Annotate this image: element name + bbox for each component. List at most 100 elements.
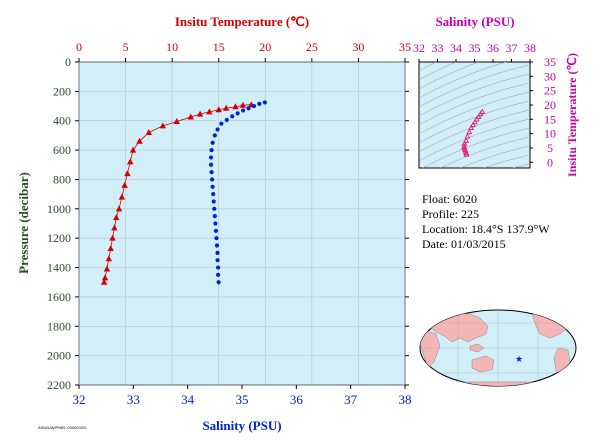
salinity-point bbox=[210, 177, 215, 182]
bottom-tick-label: 32 bbox=[73, 392, 86, 407]
inset-y-tick-label: 10 bbox=[544, 127, 556, 141]
main-grid bbox=[78, 61, 406, 386]
bottom-tick-label: 37 bbox=[344, 392, 358, 407]
inset-ts-point bbox=[479, 108, 486, 114]
temperature-point bbox=[136, 137, 143, 144]
inset-ts-point bbox=[468, 124, 475, 130]
density-contour bbox=[419, 62, 480, 90]
bottom-tick-label: 38 bbox=[399, 392, 412, 407]
salinity-point bbox=[209, 147, 214, 153]
inset-y-tick-label: 35 bbox=[544, 55, 556, 69]
y-tick-label: 0 bbox=[65, 55, 71, 69]
salinity-point bbox=[257, 101, 262, 106]
temperature-point bbox=[145, 128, 153, 135]
inset-ts-point bbox=[471, 118, 478, 125]
salinity-point bbox=[215, 250, 220, 255]
salinity-point bbox=[262, 100, 267, 105]
salinity-point bbox=[212, 206, 217, 211]
top-axis-label: Insitu Temperature (℃) bbox=[175, 14, 309, 29]
inset-x-tick-label: 33 bbox=[432, 41, 444, 55]
density-contour bbox=[422, 127, 530, 168]
temperature-point bbox=[173, 117, 180, 124]
inset-x-tick-label: 32 bbox=[413, 41, 425, 55]
salinity-point bbox=[212, 214, 217, 219]
salinity-point bbox=[210, 184, 215, 189]
y-axis-label: Pressure (decibar) bbox=[16, 172, 31, 274]
temperature-point bbox=[222, 104, 230, 111]
float-id: Float: 6020 bbox=[422, 192, 478, 206]
temperature-point bbox=[215, 106, 222, 113]
footer-small-text: ASM/UW/PMEL 0000002/0 bbox=[38, 425, 87, 430]
density-contour bbox=[419, 91, 530, 135]
density-contour bbox=[419, 82, 530, 126]
inset-x-tick-label: 36 bbox=[487, 41, 499, 55]
density-contour bbox=[440, 136, 530, 168]
density-contour bbox=[419, 118, 530, 162]
y-tick-label: 1200 bbox=[47, 231, 71, 245]
inset-density-contours bbox=[419, 62, 530, 168]
temperature-point bbox=[206, 108, 213, 115]
inset-y-tick-label: 20 bbox=[544, 98, 556, 112]
y-tick-label: 600 bbox=[53, 143, 71, 157]
temperature-point bbox=[121, 181, 128, 188]
salinity-point bbox=[215, 272, 221, 277]
temperature-point bbox=[103, 265, 111, 272]
y-tick-label: 1800 bbox=[47, 319, 71, 333]
density-contour bbox=[419, 100, 530, 144]
temperature-point bbox=[118, 193, 126, 200]
top-tick-label: 20 bbox=[259, 40, 271, 54]
bottom-tick-label: 35 bbox=[236, 392, 249, 407]
temperature-point bbox=[232, 103, 239, 110]
world-map: ★ bbox=[419, 309, 577, 387]
temperature-point bbox=[127, 158, 134, 165]
inset-x-tick-label: 35 bbox=[469, 41, 481, 55]
salinity-point bbox=[224, 117, 229, 123]
float-info-panel: Float: 6020 Profile: 225 Location: 18.4°… bbox=[422, 192, 550, 252]
inset-y-tick-label: 0 bbox=[547, 155, 553, 169]
top-tick-label: 30 bbox=[352, 40, 364, 54]
top-tick-label: 15 bbox=[213, 40, 225, 54]
temperature-point bbox=[101, 274, 109, 281]
y-tick-label: 800 bbox=[53, 172, 71, 186]
bottom-tick-label: 34 bbox=[181, 392, 195, 407]
float-location: Location: 18.4°S 137.9°W bbox=[422, 222, 550, 236]
inset-y-tick-label: 5 bbox=[547, 141, 553, 155]
main-profile-chart: 0200400600800100012001400160018002000220… bbox=[16, 14, 412, 433]
density-contour bbox=[483, 154, 530, 168]
inset-x-tick-label: 34 bbox=[450, 41, 462, 55]
inset-x-ticks: 32 33 34 35 36 37 38 bbox=[413, 41, 536, 62]
salinity-point bbox=[211, 199, 216, 204]
salinity-point bbox=[251, 103, 257, 109]
salinity-point bbox=[213, 228, 219, 233]
y-tick-label: 200 bbox=[53, 84, 71, 98]
salinity-point bbox=[215, 265, 221, 270]
density-contour bbox=[419, 62, 457, 81]
main-plot-background bbox=[78, 61, 406, 386]
density-contour bbox=[419, 62, 507, 99]
salinity-point bbox=[235, 111, 240, 116]
salinity-point bbox=[209, 170, 214, 175]
salinity-point bbox=[212, 133, 217, 138]
salinity-point bbox=[208, 162, 214, 167]
inset-ts-point bbox=[466, 128, 473, 135]
map-graticule bbox=[420, 310, 576, 386]
temperature-point bbox=[196, 110, 204, 117]
inset-ts-point bbox=[461, 140, 468, 146]
density-contour bbox=[419, 64, 530, 108]
salinity-point bbox=[214, 243, 220, 248]
temperature-point bbox=[113, 214, 120, 221]
temperature-point bbox=[129, 146, 137, 153]
top-tick-label: 25 bbox=[306, 40, 318, 54]
salinity-point bbox=[215, 258, 220, 263]
temperature-point bbox=[100, 278, 108, 285]
main-bottom-ticks: 32 33 34 35 36 37 38 bbox=[73, 385, 412, 407]
top-tick-label: 0 bbox=[76, 40, 82, 54]
main-top-ticks: 0 5 10 15 20 25 30 35 bbox=[76, 40, 411, 62]
bottom-tick-label: 33 bbox=[127, 392, 140, 407]
salinity-point bbox=[246, 106, 251, 111]
temperature-point bbox=[159, 122, 167, 129]
salinity-point bbox=[240, 108, 246, 113]
inset-y-tick-label: 25 bbox=[544, 84, 556, 98]
